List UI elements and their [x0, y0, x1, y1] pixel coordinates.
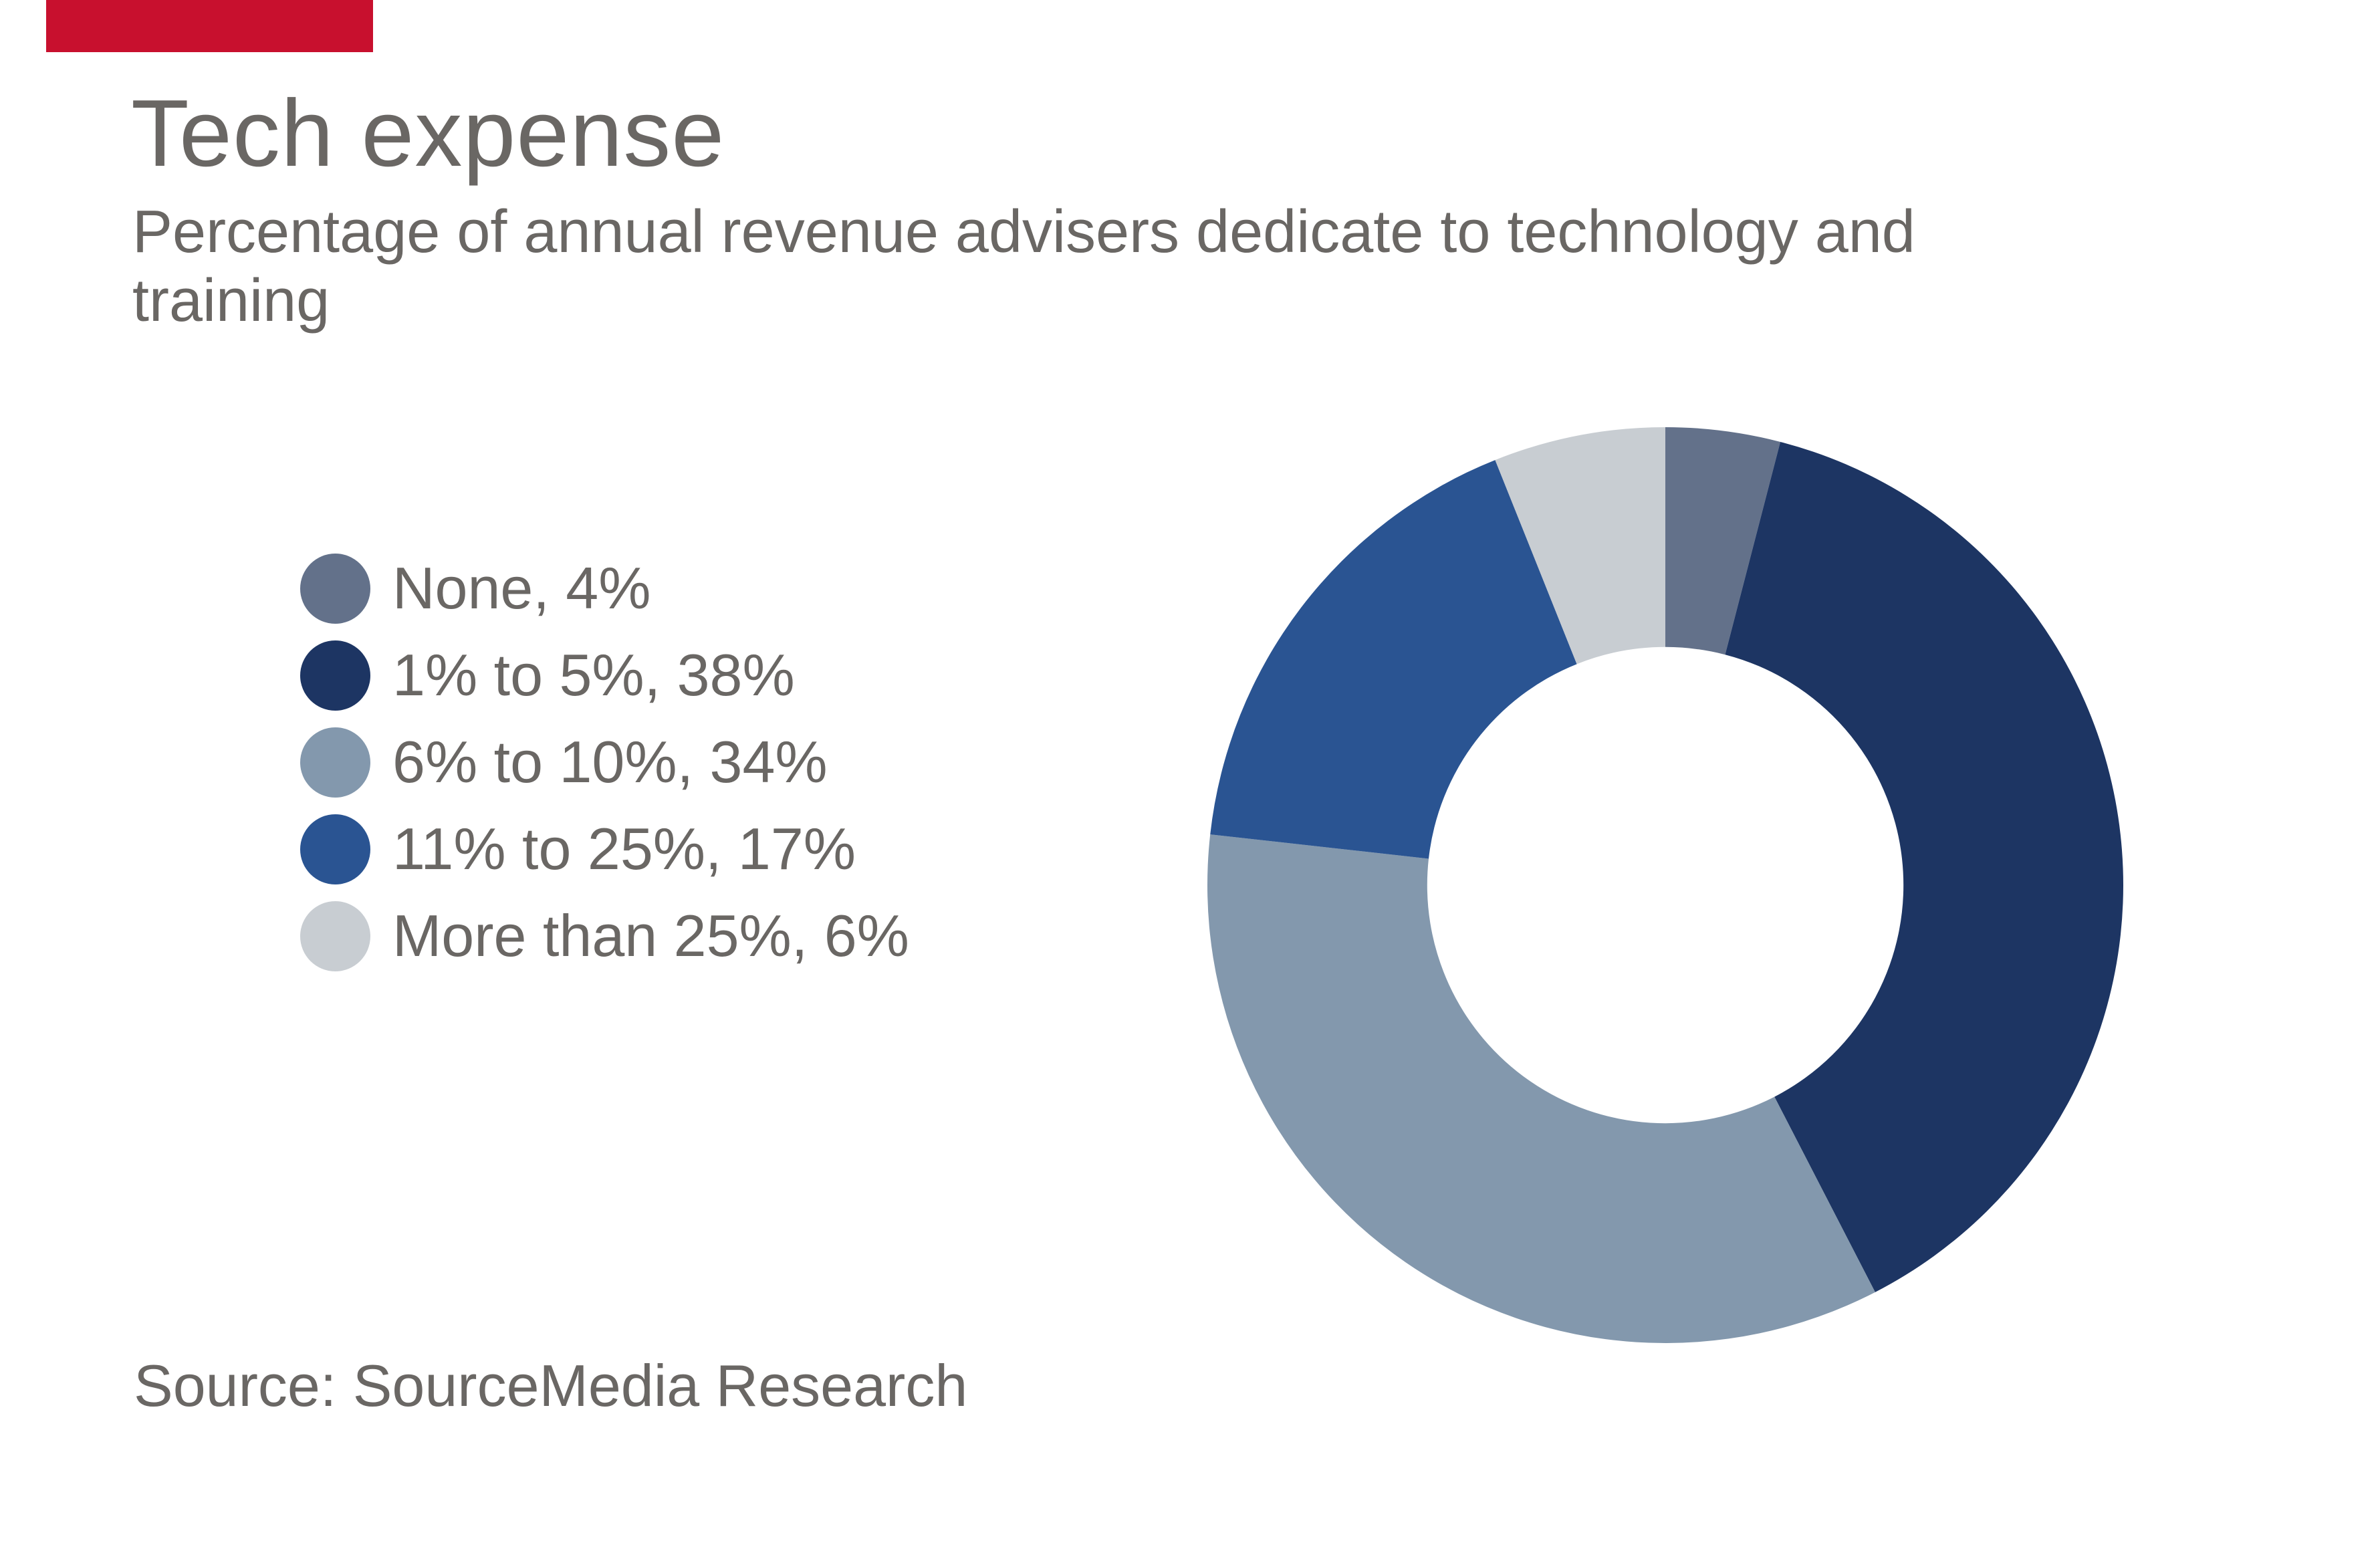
- donut-slice-0: [1665, 427, 1781, 655]
- page-title: Tech expense: [131, 80, 725, 187]
- donut-slice-4: [1495, 427, 1665, 665]
- legend-item: 6% to 10%, 34%: [300, 719, 909, 806]
- donut-slice-1: [1725, 441, 2123, 1292]
- donut-slice-3: [1210, 460, 1577, 859]
- chart-legend: None, 4% 1% to 5%, 38% 6% to 10%, 34% 11…: [300, 545, 909, 979]
- legend-item: None, 4%: [300, 545, 909, 632]
- donut-slice-2: [1207, 834, 1875, 1343]
- chart-subtitle: Percentage of annual revenue advisers de…: [132, 198, 1915, 336]
- legend-label: More than 25%, 6%: [392, 903, 909, 969]
- legend-label: 6% to 10%, 34%: [392, 729, 828, 795]
- legend-item: 11% to 25%, 17%: [300, 806, 909, 892]
- legend-swatch-icon: [300, 553, 370, 624]
- legend-swatch-icon: [300, 901, 370, 971]
- legend-label: 1% to 5%, 38%: [392, 642, 795, 708]
- legend-swatch-icon: [300, 727, 370, 798]
- donut-chart: [1207, 427, 2123, 1343]
- legend-item: More than 25%, 6%: [300, 892, 909, 979]
- source-attribution: Source: SourceMedia Research: [134, 1352, 968, 1419]
- legend-label: 11% to 25%, 17%: [392, 816, 856, 882]
- legend-swatch-icon: [300, 640, 370, 711]
- legend-swatch-icon: [300, 814, 370, 884]
- donut-chart-container: [1207, 427, 2123, 1343]
- brand-accent-bar: [46, 0, 373, 52]
- chart-subtitle-line1: Percentage of annual revenue advisers de…: [132, 199, 1915, 265]
- legend-label: None, 4%: [392, 555, 651, 621]
- legend-item: 1% to 5%, 38%: [300, 632, 909, 719]
- chart-subtitle-line2: training: [132, 267, 330, 334]
